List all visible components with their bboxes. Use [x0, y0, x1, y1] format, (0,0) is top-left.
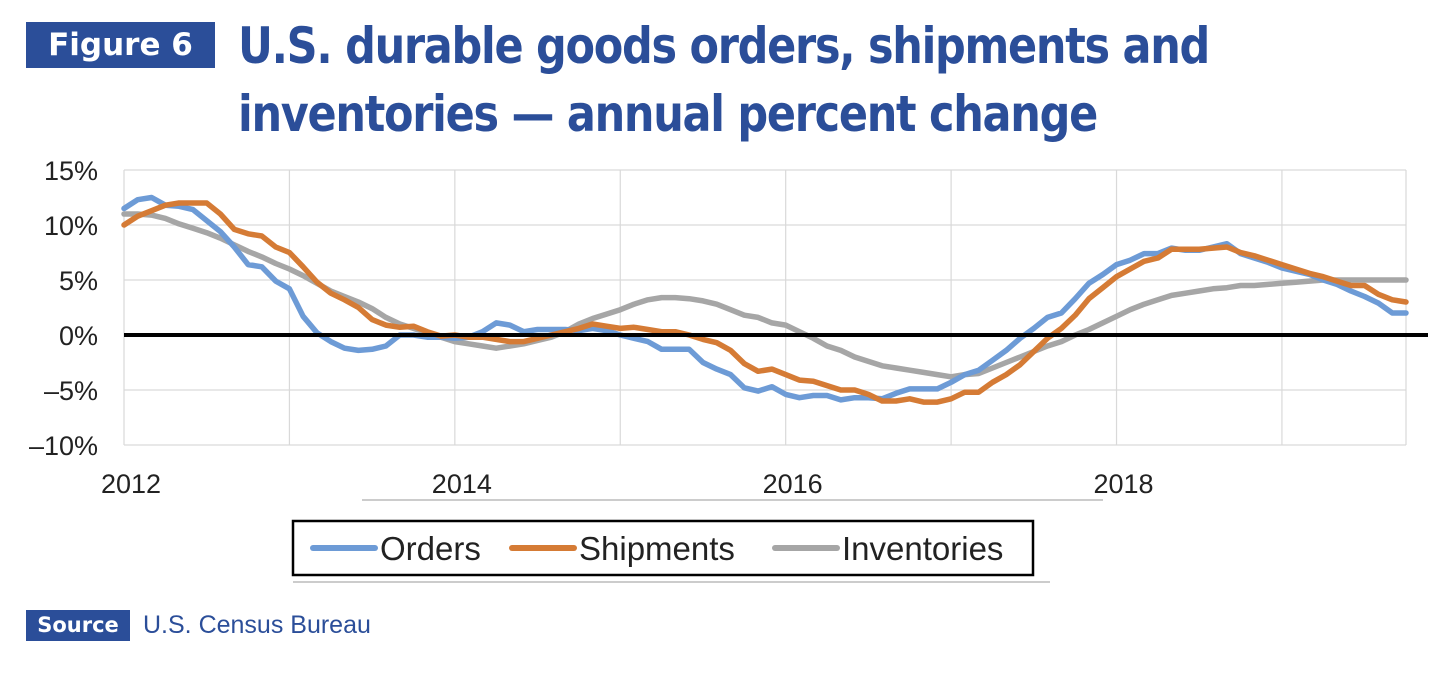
series-lines — [121, 194, 1409, 405]
x-axis-tick-labels: 2012 2014 2016 2018 — [101, 469, 1154, 499]
figure-title: U.S. durable goods orders, shipments and… — [238, 12, 1261, 148]
y-tick-label: –10% — [29, 431, 98, 461]
y-tick-label: 5% — [59, 266, 98, 296]
legend-label-orders: Orders — [380, 530, 481, 567]
x-tick-label: 2014 — [432, 469, 492, 499]
source-text: U.S. Census Bureau — [143, 611, 371, 639]
series-line-shipments — [121, 200, 1409, 405]
x-tick-label: 2016 — [763, 469, 823, 499]
figure-title-line-1: U.S. durable goods orders, shipments and — [238, 17, 1210, 75]
legend: Orders Shipments Inventories — [291, 519, 1050, 583]
y-tick-label: 15% — [44, 156, 98, 186]
legend-label-inventories: Inventories — [842, 530, 1003, 567]
legend-label-shipments: Shipments — [579, 530, 735, 567]
series-line-inventories — [121, 211, 1409, 380]
y-axis-tick-labels: 15% 10% 5% 0% –5% –10% — [29, 156, 98, 461]
y-tick-label: 0% — [59, 321, 98, 351]
x-tick-label: 2018 — [1093, 469, 1153, 499]
source-badge: Source — [26, 610, 130, 641]
legend-box — [291, 519, 1035, 577]
gridlines — [123, 169, 1407, 446]
x-tick-label: 2012 — [101, 469, 161, 499]
y-tick-label: 10% — [44, 211, 98, 241]
figure-badge: Figure 6 — [26, 22, 215, 68]
line-chart: 15% 10% 5% 0% –5% –10% 2012 2014 2016 2018 Order… — [29, 156, 1428, 583]
y-tick-label: –5% — [44, 376, 98, 406]
figure-title-line-2: inventories — annual percent change — [238, 85, 1098, 143]
